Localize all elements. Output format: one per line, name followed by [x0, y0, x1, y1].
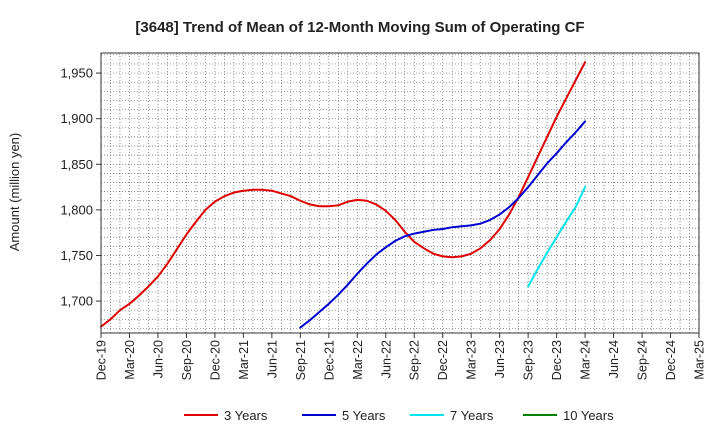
- legend-label-10-years: 10 Years: [563, 408, 614, 423]
- legend-label-3-years: 3 Years: [224, 408, 268, 423]
- x-tick-label: Jun-23: [493, 340, 507, 378]
- x-tick-label: Mar-21: [237, 340, 251, 380]
- x-tick-label: Sep-21: [294, 340, 308, 380]
- x-tick-label: Dec-23: [550, 340, 564, 380]
- x-tick-label: Jun-22: [379, 340, 393, 378]
- x-tick-label: Mar-24: [579, 340, 593, 380]
- x-tick-label: Dec-22: [436, 340, 450, 380]
- x-tick-label: Sep-24: [636, 340, 650, 380]
- y-tick-label: 1,950: [60, 66, 93, 81]
- y-tick-label: 1,700: [60, 294, 93, 309]
- x-tick-label: Dec-20: [208, 340, 222, 380]
- x-tick-label: Sep-23: [522, 340, 536, 380]
- x-axis-ticks: Dec-19 Mar-20 Jun-20 Sep-20 Dec-20 Mar-21 Jun-…: [95, 333, 707, 380]
- x-tick-label: Jun-24: [607, 340, 621, 378]
- y-axis-ticks: 1,700 1,750 1,800 1,850 1,900 1,950: [60, 66, 101, 309]
- legend-label-5-years: 5 Years: [342, 408, 386, 423]
- y-tick-label: 1,750: [60, 248, 93, 263]
- x-tick-label: Mar-23: [465, 340, 479, 380]
- x-tick-label: Mar-22: [351, 340, 365, 380]
- x-tick-label: Dec-24: [664, 340, 678, 380]
- y-tick-label: 1,850: [60, 157, 93, 172]
- grid-lines: [101, 53, 699, 333]
- x-tick-label: Dec-19: [95, 340, 109, 380]
- y-axis-label: Amount (million yen): [7, 133, 22, 252]
- y-tick-label: 1,900: [60, 111, 93, 126]
- x-tick-label: Jun-20: [151, 340, 165, 378]
- x-tick-label: Mar-25: [693, 340, 707, 380]
- x-tick-label: Sep-20: [180, 340, 194, 380]
- y-tick-label: 1,800: [60, 202, 93, 217]
- chart-title: [3648] Trend of Mean of 12-Month Moving …: [135, 19, 584, 36]
- series-line-5-years: [299, 120, 587, 329]
- plot-frame: [100, 52, 700, 334]
- x-tick-label: Mar-20: [123, 340, 137, 380]
- series-line-3-years: [100, 61, 587, 328]
- plot-series: [100, 61, 587, 329]
- legend: 3 Years 5 Years 7 Years 10 Years: [184, 408, 614, 423]
- x-tick-label: Sep-22: [408, 340, 422, 380]
- x-tick-label: Jun-21: [265, 340, 279, 378]
- legend-label-7-years: 7 Years: [450, 408, 494, 423]
- series-line-7-years: [527, 186, 587, 288]
- x-tick-label: Dec-21: [322, 340, 336, 380]
